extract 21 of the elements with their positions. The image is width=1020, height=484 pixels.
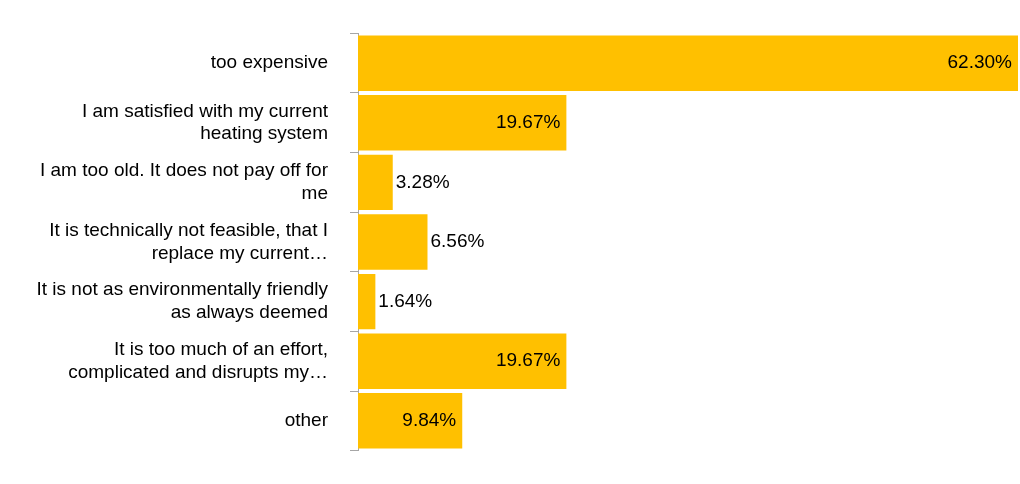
bar [358, 393, 463, 449]
data-label: 19.67% [495, 111, 561, 133]
y-tick-label: I am too old. It does not pay off for me [40, 159, 329, 204]
data-label: 19.67% [495, 349, 561, 371]
y-tick-label: It is not as environmentally friendly as always deemed [36, 278, 329, 323]
bar [358, 273, 376, 330]
data-label: 3.28% [395, 170, 450, 192]
data-label: 6.56% [430, 230, 485, 252]
y-tick-label: other [284, 409, 329, 431]
bar [358, 333, 567, 389]
bar [358, 154, 393, 211]
data-label: 9.84% [402, 409, 457, 431]
y-tick-label: too expensive [210, 51, 328, 73]
bar [358, 95, 567, 151]
data-label: 62.30% [947, 51, 1013, 73]
y-tick-label: I am satisfied with my current heating system [81, 99, 329, 144]
y-tick-label: It is technically not feasible, that I replace my current… [49, 218, 328, 263]
bar [358, 35, 1018, 91]
data-label: 1.64% [378, 289, 433, 311]
y-tick-label: It is too much of an effort, complicated and disrupts my… [68, 338, 328, 382]
bar [358, 214, 428, 270]
